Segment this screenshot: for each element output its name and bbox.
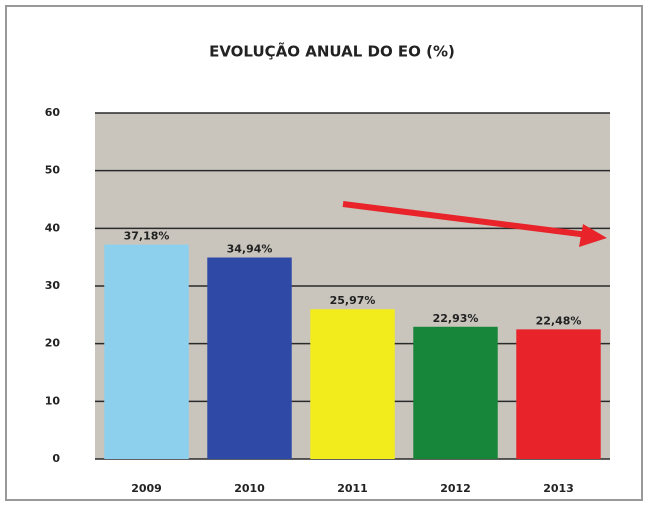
x-tick-label: 2009 <box>131 482 162 495</box>
value-label: 22,48% <box>536 314 582 327</box>
y-tick-label: 0 <box>52 452 60 465</box>
bar <box>207 257 292 459</box>
y-tick-label: 40 <box>45 221 61 234</box>
x-tick-label: 2010 <box>234 482 265 495</box>
bar <box>310 309 395 459</box>
y-tick-label: 10 <box>45 394 61 407</box>
value-label: 25,97% <box>330 294 376 307</box>
x-tick-label: 2011 <box>337 482 368 495</box>
chart-title: EVOLUÇÃO ANUAL DO EO (%) <box>209 42 455 61</box>
y-tick-label: 50 <box>45 164 61 177</box>
arrow-head <box>579 224 607 247</box>
x-tick-label: 2012 <box>440 482 471 495</box>
y-tick-label: 20 <box>45 337 61 350</box>
y-tick-label: 60 <box>45 106 61 119</box>
value-label: 37,18% <box>124 230 170 243</box>
arrow-shaft <box>342 201 589 238</box>
x-tick-label: 2013 <box>543 482 574 495</box>
y-tick-label: 30 <box>45 279 61 292</box>
bar <box>413 326 498 459</box>
value-label: 22,93% <box>433 312 479 325</box>
value-label: 34,94% <box>227 243 273 256</box>
trend-arrow <box>342 201 607 247</box>
bar <box>516 329 601 459</box>
bar <box>104 244 189 459</box>
